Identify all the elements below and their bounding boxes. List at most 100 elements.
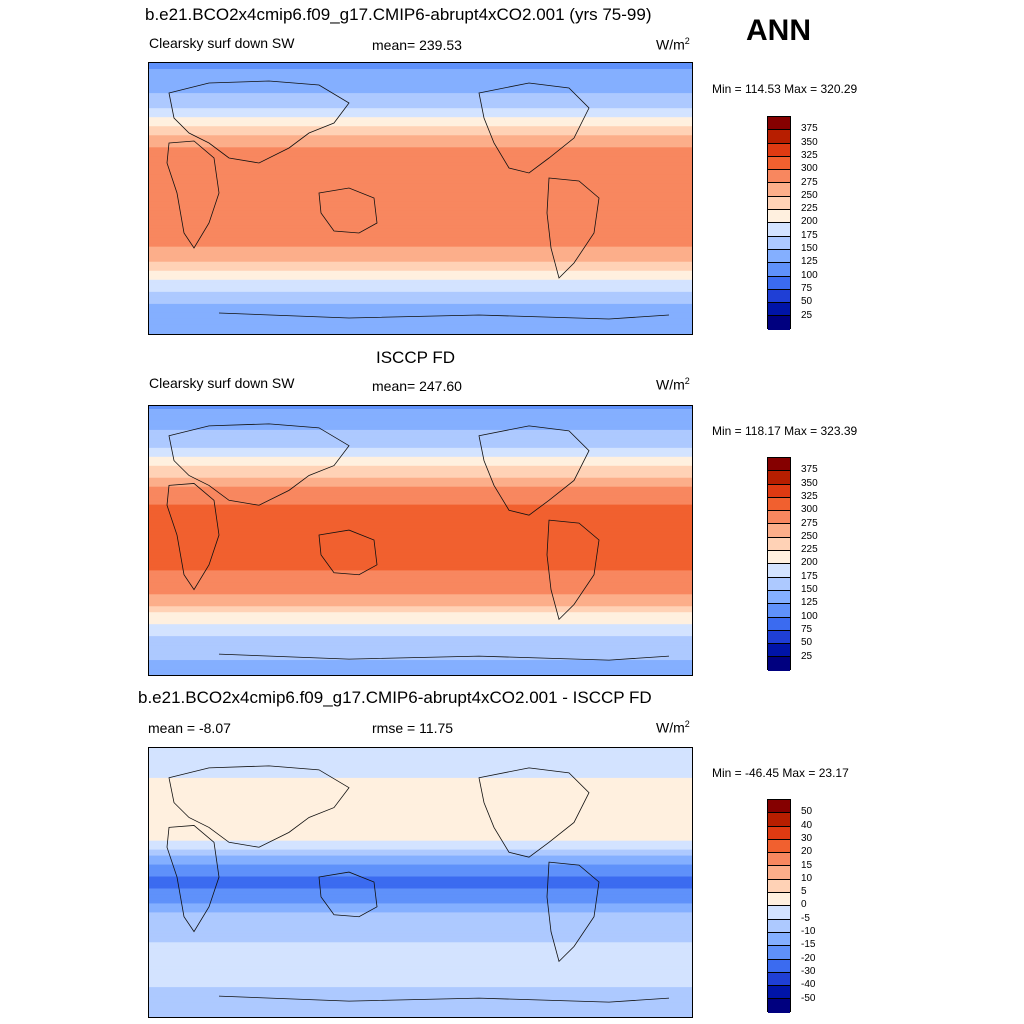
colorbar-swatch [768,657,790,671]
colorbar-swatch [768,813,790,827]
colorbar-swatch [768,263,790,277]
colorbar-label: -40 [801,979,816,991]
lat-band [149,1011,692,1015]
lat-band [149,279,692,284]
colorbar-label: 350 [801,477,818,489]
colorbar-label: 50 [801,296,813,308]
colorbar-label: 325 [801,149,818,161]
lat-band [149,213,692,218]
lat-band [149,192,692,197]
lat-band [149,918,692,922]
lat-band [149,645,692,649]
lat-band [149,318,692,323]
colorbar-swatch [768,471,790,485]
lat-band [149,795,692,800]
lat-band [149,222,692,227]
panel-2-units: W/m2 [656,376,690,393]
colorbar-label: 150 [801,584,818,595]
lat-band [149,543,692,548]
lat-band [149,786,692,791]
lat-band [149,72,692,76]
lat-band [149,639,692,643]
coastline [168,423,350,506]
lat-band [149,171,692,176]
colorbar-swatch [768,484,790,498]
colorbar-label: 15 [801,859,813,871]
colorbar-label: 25 [801,650,813,662]
lat-band [149,549,692,554]
lat-band [149,540,692,545]
lat-band [149,750,692,755]
colorbar-label: 30 [801,832,813,844]
lat-band [149,633,692,637]
lat-band [149,456,692,461]
lat-band [149,609,692,613]
panel-1-map [148,62,693,335]
coastline [318,871,378,918]
coastline [478,767,590,858]
panel-1-mean-label: mean= 239.53 [372,37,462,53]
panel-1-variable-label: Clearsky surf down SW [149,35,295,51]
lat-band [149,969,692,973]
colorbar-swatch [768,644,790,658]
lat-band [149,273,692,278]
lat-band [149,285,692,290]
colorbar-label: 175 [801,570,818,582]
lat-band [149,816,692,821]
lat-band [149,438,692,443]
lat-band [149,117,692,121]
colorbar-swatch [768,893,790,907]
colorbar-label: 100 [801,269,818,281]
lat-band [149,900,692,905]
colorbar-swatch [768,800,790,814]
lat-band [149,657,692,661]
lat-band [149,174,692,179]
lat-band [149,753,692,758]
lat-band [149,573,692,577]
lat-band [149,120,692,124]
panel-3-mean-label: mean = -8.07 [148,720,231,736]
lat-band [149,276,692,281]
lat-band [149,288,692,293]
panel-2-map [148,405,693,676]
lat-band [149,810,692,815]
lat-band [149,870,692,875]
panel-1-minmax: Min = 114.53 Max = 320.29 [712,82,858,96]
lat-band [149,96,692,100]
lat-band [149,306,692,311]
lat-band [149,300,692,305]
lat-band [149,954,692,958]
lat-band [149,480,692,485]
lat-band [149,501,692,506]
colorbar-swatch [768,170,790,184]
colorbar-swatch [768,551,790,565]
lat-band [149,873,692,878]
lat-band [149,474,692,479]
coastline [166,483,220,591]
lat-band [149,441,692,446]
colorbar-swatch [768,932,790,947]
lat-band [149,525,692,530]
lat-band [149,426,692,431]
lat-band [149,993,692,997]
lat-band [149,642,692,646]
lat-band [149,843,692,848]
lat-band [149,447,692,452]
colorbar-label: -5 [801,912,810,924]
lat-band [149,1008,692,1012]
lat-band [149,420,692,425]
colorbar-swatch [768,839,790,854]
lat-band [149,606,692,610]
lat-band [149,282,692,287]
lat-band [149,90,692,94]
lat-band [149,138,692,142]
colorbar-label: 200 [801,557,818,569]
coastline [478,82,590,174]
lat-band [149,330,692,334]
panel-2-mean-label: mean= 247.60 [372,378,462,394]
lat-band [149,189,692,194]
lat-band [149,327,692,332]
lat-band [149,579,692,583]
lat-band [149,93,692,97]
colorbar-label: 375 [801,464,818,476]
